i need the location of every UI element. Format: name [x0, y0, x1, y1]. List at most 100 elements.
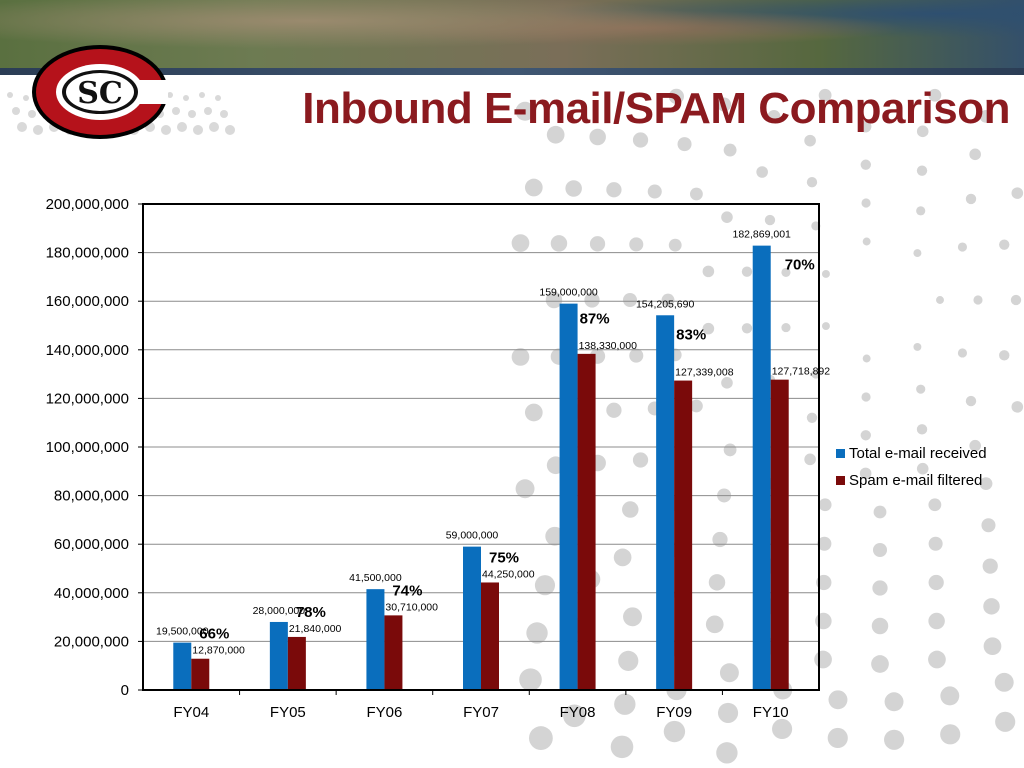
data-label-total: 154,205,690	[636, 298, 695, 310]
decoration-dot	[565, 180, 582, 197]
decoration-dot	[781, 323, 791, 333]
decoration-dot	[928, 650, 946, 669]
y-tick-label: 20,000,000	[54, 633, 129, 650]
slide-title: Inbound E-mail/SPAM Comparison	[302, 84, 1010, 133]
decoration-dot	[629, 348, 644, 363]
decoration-dot	[209, 122, 219, 132]
decoration-dot	[859, 467, 872, 480]
y-tick-label: 120,000,000	[46, 390, 129, 407]
decoration-dot	[167, 92, 173, 98]
percentage-label: 74%	[392, 582, 422, 599]
percentage-label: 83%	[676, 326, 706, 343]
decoration-dot	[515, 101, 535, 121]
decoration-dot	[677, 137, 692, 152]
decoration-dot	[614, 693, 636, 715]
decoration-dot	[668, 238, 682, 252]
bar-total-fy05	[269, 621, 288, 690]
decoration-dot	[817, 536, 832, 551]
decoration-dot	[545, 291, 563, 309]
data-label-total: 28,000,000	[253, 605, 306, 617]
x-tick-label: FY10	[753, 704, 789, 721]
decoration-dot	[550, 235, 568, 252]
decoration-dot	[913, 249, 922, 258]
data-label-spam: 30,710,000	[385, 601, 438, 613]
decoration-dot	[204, 107, 212, 115]
decoration-dot	[225, 125, 235, 135]
decoration-dot	[1010, 294, 1022, 306]
decoration-dot	[928, 88, 942, 102]
decoration-dot	[647, 184, 662, 199]
decoration-dot	[928, 574, 944, 591]
decoration-dot	[193, 125, 203, 135]
decoration-dot	[563, 704, 586, 728]
decoration-dot	[177, 122, 187, 132]
decoration-dot	[629, 237, 644, 252]
decoration-dot	[589, 128, 606, 146]
bar-total-fy07	[463, 546, 481, 690]
legend-swatch-total	[836, 449, 845, 458]
decoration-dot	[862, 354, 871, 363]
decoration-dot	[546, 125, 565, 144]
decoration-dot	[983, 598, 1000, 615]
decoration-dot	[689, 399, 703, 413]
decoration-dot	[957, 348, 968, 358]
decoration-dot	[979, 477, 993, 491]
logo-letters: SC	[77, 76, 123, 111]
decoration-dot	[606, 402, 622, 418]
y-tick-label: 180,000,000	[46, 245, 129, 262]
data-label-spam: 138,330,000	[579, 340, 638, 352]
decoration-dot	[613, 548, 632, 567]
percentage-label: 66%	[199, 626, 229, 643]
decoration-dot	[861, 392, 871, 402]
decoration-dot	[821, 270, 830, 278]
decoration-dot	[916, 165, 928, 176]
decoration-dot	[860, 159, 871, 170]
decoration-dot	[741, 266, 753, 277]
decoration-dot	[928, 612, 945, 630]
decoration-dot	[199, 92, 205, 98]
decoration-dot	[708, 574, 726, 591]
decoration-dot	[702, 322, 715, 335]
decoration-dot	[916, 424, 928, 435]
decoration-dot	[781, 267, 791, 277]
decoration-dot	[23, 95, 29, 101]
decoration-dot	[862, 237, 871, 246]
decoration-dot	[689, 187, 703, 201]
legend-item-spam: Spam e-mail filtered	[836, 467, 987, 494]
data-label-spam: 127,339,008	[675, 367, 734, 379]
decoration-dot	[526, 622, 548, 644]
bar-spam-fy07	[481, 582, 499, 690]
decoration-dot	[818, 88, 832, 102]
decoration-dot	[764, 214, 776, 226]
x-axis-ticks: FY04 FY05 FY06 FY07 FY08 FY09 FY10	[173, 690, 789, 721]
decoration-dot	[767, 109, 781, 123]
data-label-total: 159,000,000	[539, 287, 598, 299]
decoration-dot	[861, 198, 871, 208]
decoration-dot	[806, 412, 818, 423]
decoration-dot	[524, 403, 543, 422]
decoration-dot	[859, 120, 872, 133]
decoration-dot	[528, 726, 553, 750]
data-label-spam: 21,840,000	[289, 623, 342, 635]
y-tick-label: 80,000,000	[54, 488, 129, 505]
decoration-dot	[545, 526, 565, 546]
decoration-dot	[969, 148, 981, 161]
decoration-dot	[913, 342, 922, 351]
bar-spam-fy06	[384, 615, 403, 690]
data-label-total: 59,000,000	[446, 530, 499, 542]
decoration-dot	[916, 206, 926, 216]
percentage-label: 75%	[489, 549, 519, 566]
decoration-dot	[7, 92, 13, 98]
decoration-dot	[172, 107, 180, 115]
decoration-dot	[618, 650, 639, 671]
decoration-dot	[632, 132, 649, 148]
decoration-dot	[928, 498, 942, 512]
decoration-dot	[995, 711, 1016, 732]
decoration-dot	[183, 95, 189, 101]
decoration-dot	[916, 384, 926, 394]
data-label-spam: 127,718,892	[772, 366, 831, 378]
y-axis-ticks: 0 20,000,000 40,000,000 60,000,000 80,000,00…	[46, 196, 143, 699]
decoration-dot	[983, 637, 1002, 656]
decoration-dot	[702, 265, 715, 278]
